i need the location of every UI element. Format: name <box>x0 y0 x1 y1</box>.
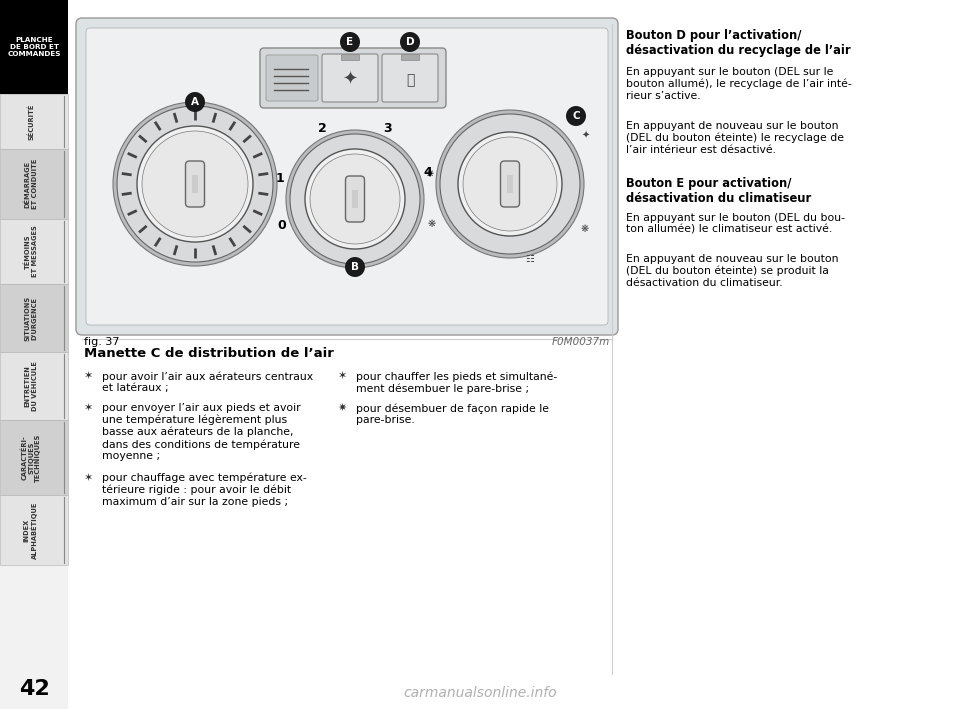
Text: ❋: ❋ <box>426 169 434 179</box>
FancyBboxPatch shape <box>322 54 378 102</box>
Text: pour désembuer de façon rapide le
pare-brise.: pour désembuer de façon rapide le pare-b… <box>356 403 549 425</box>
Bar <box>0 0 68 709</box>
Text: 42: 42 <box>18 679 49 699</box>
Text: 1: 1 <box>276 172 284 185</box>
Bar <box>0 420 68 495</box>
Circle shape <box>400 32 420 52</box>
Text: ✶: ✶ <box>338 371 348 381</box>
Text: ✦: ✦ <box>582 131 590 141</box>
Bar <box>0 495 68 565</box>
Circle shape <box>566 106 586 126</box>
Text: ✦: ✦ <box>343 71 357 89</box>
Circle shape <box>345 257 365 277</box>
Text: ❋: ❋ <box>581 224 589 234</box>
Text: ENTRETIEN
DU VÉHICULE: ENTRETIEN DU VÉHICULE <box>24 361 37 411</box>
Text: INDEX
ALPHABÉTIQUE: INDEX ALPHABÉTIQUE <box>24 501 38 559</box>
Text: C: C <box>572 111 580 121</box>
Text: A: A <box>191 97 199 107</box>
Text: ✶: ✶ <box>84 403 93 413</box>
FancyBboxPatch shape <box>76 18 618 335</box>
Circle shape <box>463 137 557 231</box>
Circle shape <box>137 126 253 242</box>
FancyBboxPatch shape <box>260 48 446 108</box>
Text: fig. 37: fig. 37 <box>84 337 119 347</box>
Text: D: D <box>406 37 415 47</box>
Bar <box>401 54 419 60</box>
FancyBboxPatch shape <box>346 176 365 222</box>
Bar <box>0 0 68 94</box>
Text: Bouton D pour l’activation/
désactivation du recyclage de l’air: Bouton D pour l’activation/ désactivatio… <box>626 29 851 57</box>
Circle shape <box>458 132 562 236</box>
Text: F0M0037m: F0M0037m <box>552 337 610 347</box>
Text: DÉMARRAGE
ET CONDUITE: DÉMARRAGE ET CONDUITE <box>24 159 37 209</box>
Text: SÉCURITÉ: SÉCURITÉ <box>28 104 35 140</box>
Text: ✶: ✶ <box>84 371 93 381</box>
FancyBboxPatch shape <box>507 175 513 193</box>
Circle shape <box>436 110 584 258</box>
Bar <box>0 352 68 420</box>
Text: 2: 2 <box>318 122 326 135</box>
Circle shape <box>142 131 248 237</box>
FancyBboxPatch shape <box>192 175 198 193</box>
Text: B: B <box>351 262 359 272</box>
Text: Bouton E pour activation/
désactivation du climatiseur: Bouton E pour activation/ désactivation … <box>626 177 811 205</box>
Circle shape <box>290 134 420 264</box>
Circle shape <box>117 106 273 262</box>
Bar <box>0 284 68 352</box>
Text: ✶: ✶ <box>84 472 93 483</box>
Text: En appuyant sur le bouton (DEL sur le
bouton allumé), le recyclage de l’air inté: En appuyant sur le bouton (DEL sur le bo… <box>626 67 852 101</box>
FancyBboxPatch shape <box>352 190 358 208</box>
Text: SITUATIONS
D'URGENCE: SITUATIONS D'URGENCE <box>25 296 37 340</box>
Text: 3: 3 <box>384 122 393 135</box>
Circle shape <box>113 102 277 266</box>
Bar <box>341 54 359 60</box>
FancyBboxPatch shape <box>382 54 438 102</box>
Text: TÉMOINS
ET MESSAGES: TÉMOINS ET MESSAGES <box>24 225 37 277</box>
Text: ❋: ❋ <box>428 219 436 229</box>
Text: carmanualsonline.info: carmanualsonline.info <box>403 686 557 700</box>
FancyBboxPatch shape <box>500 161 519 207</box>
Text: En appuyant de nouveau sur le bouton
(DEL du bouton éteinte) le recyclage de
l’a: En appuyant de nouveau sur le bouton (DE… <box>626 121 844 155</box>
Text: Manette C de distribution de l’air: Manette C de distribution de l’air <box>84 347 334 360</box>
Text: E: E <box>347 37 353 47</box>
Text: En appuyant de nouveau sur le bouton
(DEL du bouton éteinte) se produit la
désac: En appuyant de nouveau sur le bouton (DE… <box>626 254 838 288</box>
Text: CARACTÉRI-
STIQUES
TECHNIQUES: CARACTÉRI- STIQUES TECHNIQUES <box>21 433 41 481</box>
Bar <box>0 94 68 149</box>
Circle shape <box>185 92 205 112</box>
FancyBboxPatch shape <box>86 28 608 325</box>
Text: pour envoyer l’air aux pieds et avoir
une température légèrement plus
basse aux : pour envoyer l’air aux pieds et avoir un… <box>102 403 300 461</box>
Text: PLANCHE
DE BORD ET
COMMANDES: PLANCHE DE BORD ET COMMANDES <box>8 36 60 57</box>
Text: pour avoir l’air aux aérateurs centraux
et latéraux ;: pour avoir l’air aux aérateurs centraux … <box>102 371 313 393</box>
Circle shape <box>340 32 360 52</box>
Bar <box>0 219 68 284</box>
Circle shape <box>286 130 424 268</box>
Text: pour chauffer les pieds et simultané-
ment désembuer le pare-brise ;: pour chauffer les pieds et simultané- me… <box>356 371 557 393</box>
Text: En appuyant sur le bouton (DEL du bou-
ton allumée) le climatiseur est activé.: En appuyant sur le bouton (DEL du bou- t… <box>626 213 845 235</box>
Bar <box>0 149 68 219</box>
Circle shape <box>440 114 580 254</box>
FancyBboxPatch shape <box>266 55 318 101</box>
Text: 0: 0 <box>277 219 286 232</box>
Text: pour chauffage avec température ex-
térieure rigide : pour avoir le débit
maximu: pour chauffage avec température ex- téri… <box>102 472 307 507</box>
Text: 🚗: 🚗 <box>406 73 414 87</box>
Text: ✷: ✷ <box>338 403 348 413</box>
Circle shape <box>305 149 405 249</box>
Circle shape <box>310 154 400 244</box>
Text: 4: 4 <box>424 166 433 179</box>
FancyBboxPatch shape <box>185 161 204 207</box>
Text: ☷: ☷ <box>526 254 535 264</box>
